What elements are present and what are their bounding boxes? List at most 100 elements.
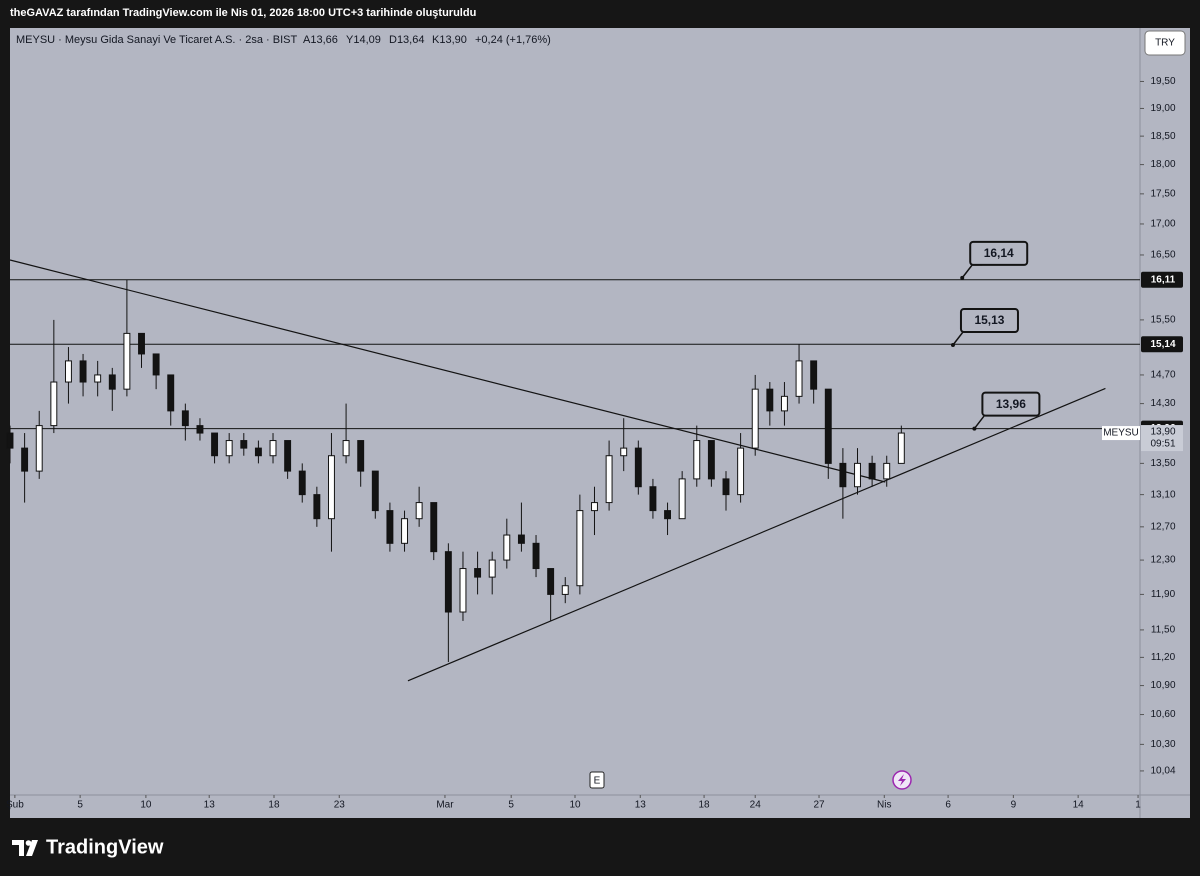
candle-body — [240, 440, 248, 449]
candle-body — [50, 381, 58, 427]
callout-box — [981, 391, 1041, 417]
level-tag — [1141, 336, 1183, 353]
candle-body — [693, 440, 701, 480]
candle-body — [883, 462, 891, 480]
callout-box — [969, 240, 1029, 266]
candle-body — [64, 360, 72, 383]
ohlc-legend: A13,66 Y14,09 D13,64 K13,90 +0,24 (+1,76%) — [303, 34, 551, 46]
chart-panel — [10, 28, 1190, 818]
candle-body — [532, 542, 540, 570]
candle-body — [94, 374, 102, 383]
candle-body — [576, 510, 584, 587]
y-tick-label: 14,30 — [1150, 398, 1175, 409]
dividend-icon-bolt — [898, 774, 906, 786]
x-tick-label: 18 — [268, 800, 280, 811]
ohlc-value: D13,64 — [389, 34, 424, 46]
candle-body — [401, 518, 408, 544]
x-tick-label: Nis — [877, 800, 891, 811]
candle-body — [854, 462, 861, 488]
x-tick-label: 9 — [1011, 800, 1017, 811]
x-tick-label: 5 — [508, 800, 514, 811]
candle-body — [108, 374, 116, 390]
candle-body — [766, 388, 774, 412]
candle-body — [605, 455, 613, 504]
level-tag-label: 16,11 — [1151, 274, 1176, 285]
y-tick-label: 10,30 — [1150, 739, 1175, 750]
x-tick-label: 5 — [77, 800, 83, 811]
currency-button[interactable] — [1144, 30, 1186, 56]
x-tick-label: Mar — [436, 800, 454, 811]
currency-label[interactable]: TRY — [1155, 38, 1175, 49]
candle-body — [386, 510, 394, 544]
y-tick-label: 15,50 — [1150, 315, 1175, 326]
y-tick-label: 11,50 — [1151, 625, 1176, 636]
level-tag-label: 15,14 — [1150, 339, 1175, 350]
candle-body — [459, 568, 467, 613]
candle-body — [561, 585, 569, 595]
level-tag — [1141, 271, 1183, 288]
candle-body — [328, 455, 335, 520]
ohlc-value: Y14,09 — [346, 34, 381, 46]
candle-body — [138, 332, 145, 355]
candle-body — [474, 568, 482, 578]
candle-body — [664, 510, 672, 520]
candle-body — [167, 374, 175, 412]
candle-body — [488, 559, 496, 578]
x-tick-label: 6 — [945, 800, 951, 811]
trend-line — [407, 387, 1106, 682]
x-tick-label: 18 — [699, 800, 711, 811]
last-price-tag — [1141, 425, 1183, 452]
symbol-title: MEYSU · Meysu Gida Sanayi Ve Ticaret A.S… — [16, 34, 297, 46]
candle-body — [634, 447, 642, 488]
ohlc-value: A13,66 — [303, 34, 338, 46]
y-tick-label: 13,50 — [1150, 458, 1175, 469]
change-value: +0,24 (+1,76%) — [475, 34, 551, 46]
candle-body — [810, 360, 818, 390]
event-marker[interactable] — [589, 771, 605, 789]
candle-body — [211, 432, 219, 457]
y-tick-label: 11,20 — [1151, 652, 1176, 663]
candle-body — [35, 425, 43, 472]
x-tick-label: 13 — [635, 800, 647, 811]
candle-body — [342, 440, 350, 457]
y-tick-label: 12,70 — [1150, 521, 1175, 532]
last-time: 09:51 — [1150, 439, 1175, 450]
candle-body — [678, 478, 686, 520]
candle-body — [415, 502, 423, 520]
candle-body — [79, 360, 87, 383]
y-tick-label: 10,04 — [1150, 766, 1175, 777]
y-tick-label: 16,50 — [1150, 250, 1175, 261]
y-tick-label: 11,90 — [1151, 589, 1176, 600]
x-tick-label: 27 — [813, 800, 825, 811]
attribution: theGAVAZ tarafından TradingView.com ile … — [10, 7, 476, 19]
candle-body — [357, 440, 365, 472]
candle-body — [6, 432, 14, 449]
event-marker-label[interactable]: E — [594, 776, 601, 787]
candle-body — [737, 447, 745, 496]
callout-label: 16,14 — [984, 246, 1014, 260]
candle-body — [547, 568, 555, 595]
y-tick-label: 10,60 — [1150, 709, 1175, 720]
x-tick-label: 14 — [1073, 800, 1085, 811]
brand-name: TradingView — [46, 836, 164, 858]
candle-body — [824, 388, 832, 464]
x-tick-label: 24 — [750, 800, 762, 811]
brand-logo — [12, 840, 38, 856]
candle-body — [298, 470, 306, 496]
y-tick-label: 10,90 — [1150, 680, 1175, 691]
candle-body — [780, 395, 788, 412]
y-tick-label: 14,70 — [1150, 370, 1175, 381]
candle-body — [254, 447, 262, 457]
candle-body — [620, 447, 628, 457]
y-tick-label: 19,00 — [1150, 103, 1175, 114]
candle-body — [649, 486, 657, 512]
candle-body — [517, 534, 525, 544]
x-tick-label: 10 — [569, 800, 581, 811]
x-tick-label: Şub — [6, 800, 24, 811]
x-tick-label: 23 — [334, 800, 346, 811]
x-tick-label: 13 — [204, 800, 216, 811]
candle-body — [196, 425, 204, 434]
candle-body — [269, 440, 277, 457]
y-tick-label: 17,00 — [1150, 219, 1175, 230]
